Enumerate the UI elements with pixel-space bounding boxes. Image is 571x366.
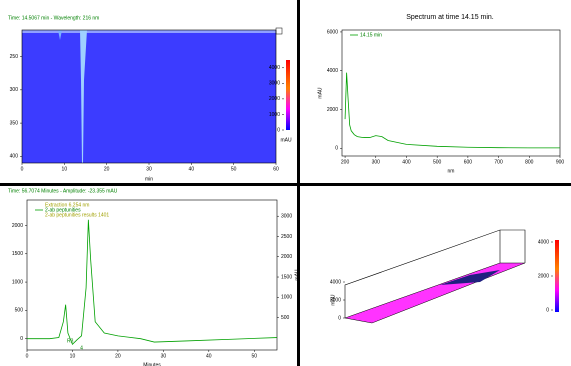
x-tick-label: 0	[21, 166, 24, 172]
x-tick-label: 400	[402, 159, 411, 165]
surface-colorbar	[555, 240, 559, 312]
x-tick-label: 20	[104, 166, 110, 172]
spectrum-title: Spectrum at time 14.15 min.	[406, 14, 494, 21]
series-line	[27, 219, 278, 346]
x-tick-label: 30	[161, 353, 167, 359]
y-tick-label: 4000	[327, 68, 338, 74]
y-tick-label: 2000	[12, 223, 23, 229]
surface-panel	[300, 186, 571, 366]
contour-band	[22, 30, 276, 33]
y2-tick-label: 2500	[281, 234, 292, 240]
contour-peak	[80, 30, 87, 163]
y2-tick-label: 2000	[281, 254, 292, 260]
x-tick-label: 20	[115, 353, 121, 359]
y2-tick-label: 1000	[281, 295, 292, 301]
colorbar-tick-label: 0	[546, 307, 549, 313]
spectrum-panel	[300, 0, 571, 183]
y-tick-label: 0	[20, 336, 23, 342]
x-tick-label: 700	[494, 159, 503, 165]
y-tick-label: 2000	[327, 107, 338, 113]
y-tick-label: 400	[10, 154, 19, 160]
colorbar-tick-label: 2000	[538, 273, 549, 279]
y-axis-label: mAU	[317, 87, 323, 99]
y2-tick-label: 500	[281, 315, 290, 321]
x-tick-label: 900	[556, 159, 565, 165]
colorbar	[286, 60, 290, 130]
y-tick-label: 350	[10, 120, 19, 126]
legend-label: 2-ab peptunities results 1401	[45, 212, 109, 218]
x-tick-label: 10	[62, 166, 68, 172]
y2-axis-label: mAU	[294, 269, 300, 281]
colorbar-label: mAU	[280, 137, 292, 143]
contour-button[interactable]	[275, 27, 283, 35]
colorbar-tick-label: 3000	[269, 81, 280, 87]
x-tick-label: 200	[341, 159, 350, 165]
x-tick-label: 800	[525, 159, 534, 165]
x-tick-label: 0	[26, 353, 29, 359]
x-tick-label: 10	[70, 353, 76, 359]
contour-image	[22, 30, 276, 163]
chromatogram-header: Time: 56.7074 Minutes - Amplitude: -23.3…	[8, 188, 118, 194]
y-tick-label: 300	[10, 87, 19, 93]
plot-frame	[341, 29, 561, 157]
y-tick-label: 250	[10, 54, 19, 60]
y-tick-label: 1500	[12, 251, 23, 257]
x-tick-label: 500	[433, 159, 442, 165]
surface-peak	[440, 270, 500, 285]
x-tick-label: 50	[231, 166, 237, 172]
x-tick-label: 30	[146, 166, 152, 172]
colorbar-tick-label: 4000	[538, 239, 549, 245]
z-tick-label: 0	[338, 315, 341, 321]
x-axis-label: min	[145, 176, 153, 182]
plot-frame	[26, 199, 278, 351]
x-axis-label: nm	[448, 168, 455, 174]
z-tick-label: 2000	[330, 297, 341, 303]
annotation: R3	[67, 339, 74, 345]
y-tick-label: 0	[335, 146, 338, 152]
colorbar-tick-label: 4000	[269, 65, 280, 71]
annotation: 4	[80, 345, 83, 351]
x-tick-label: 40	[189, 166, 195, 172]
x-tick-label: 40	[206, 353, 212, 359]
x-tick-label: 600	[464, 159, 473, 165]
x-tick-label: 60	[273, 166, 279, 172]
legend-label: 2-ab peptunities	[45, 207, 81, 213]
legend-label: Extraction 6.254 nm	[45, 202, 89, 208]
colorbar-tick-label: 2000	[269, 96, 280, 102]
x-axis-label: Minutes	[143, 362, 161, 366]
x-tick-label: 300	[372, 159, 381, 165]
colorbar-tick-label: 1000	[269, 112, 280, 118]
y2-tick-label: 1500	[281, 274, 292, 280]
chromatogram-panel	[0, 186, 297, 366]
colorbar-tick-label: 0	[277, 127, 280, 133]
surface-axis-label: mAU	[330, 294, 336, 306]
contour-peak	[58, 30, 62, 40]
legend-label: 14.15 min	[360, 32, 382, 38]
y2-tick-label: 3000	[281, 214, 292, 220]
y-tick-label: 1000	[12, 279, 23, 285]
series-line	[344, 72, 560, 149]
z-tick-label: 4000	[330, 279, 341, 285]
contour-header: Time: 14.5067 min - Wavelength: 216 nm	[8, 15, 99, 21]
y-tick-label: 500	[15, 308, 24, 314]
y-tick-label: 6000	[327, 29, 338, 35]
x-tick-label: 50	[251, 353, 257, 359]
